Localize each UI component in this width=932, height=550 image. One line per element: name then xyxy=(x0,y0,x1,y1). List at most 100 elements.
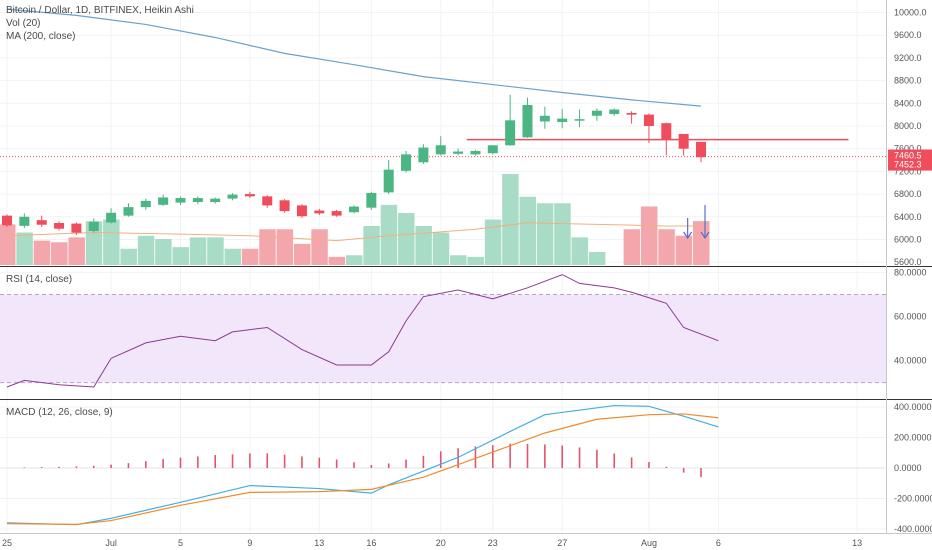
candle-body xyxy=(349,206,359,213)
volume-bar xyxy=(519,196,536,265)
price-axes: 10000.0 9600.0 9200.0 8800.0 8400.0 8000.0 760… xyxy=(2,8,932,548)
volume-bar xyxy=(658,229,675,265)
volume-bar xyxy=(623,229,641,265)
time-tick-label: 9 xyxy=(247,538,252,548)
macd-series xyxy=(0,404,886,526)
volume-bar xyxy=(224,248,242,265)
volume-bar xyxy=(588,252,606,265)
volume-bar xyxy=(103,219,120,265)
price-tick-label: 8800.0 xyxy=(894,76,922,86)
price-tick-label: 5600.0 xyxy=(894,257,922,267)
candle-body xyxy=(591,110,602,116)
candle-body xyxy=(626,112,637,115)
candle-body xyxy=(210,198,221,203)
candle-body xyxy=(401,154,412,171)
price-tick-label: 10000.0 xyxy=(894,8,927,18)
volume-bar xyxy=(380,204,398,265)
candle-body xyxy=(505,120,516,146)
volume-bar xyxy=(640,206,658,265)
macd-line xyxy=(6,404,719,526)
price-tick-label: 7600.0 xyxy=(894,144,922,154)
time-tick-label: 27 xyxy=(557,538,567,548)
volume-bar xyxy=(68,237,85,265)
volume-bar xyxy=(571,237,589,265)
chart-title: Bitcoin / Dollar, 1D, BITFINEX, Heikin A… xyxy=(6,5,194,16)
candle-body xyxy=(366,192,377,208)
volume-bar xyxy=(51,242,68,265)
candle-body xyxy=(262,196,273,206)
volume-bar xyxy=(16,232,33,265)
candle-body xyxy=(435,145,446,155)
candle-body xyxy=(140,200,151,208)
volume-bar xyxy=(502,174,519,265)
volume-bar xyxy=(172,247,189,265)
volume-bar xyxy=(311,229,328,265)
price-tag-label: 7460.5 xyxy=(894,150,922,160)
candle-body xyxy=(123,207,134,216)
volume-bar xyxy=(450,255,467,265)
price-tick-label: 6400.0 xyxy=(894,212,922,222)
volume-bar xyxy=(484,219,502,265)
rsi-tick-label: 80.0000 xyxy=(894,267,927,277)
rsi-legend: RSI (14, close) xyxy=(6,274,73,285)
price-tick-label: 8000.0 xyxy=(894,121,922,131)
volume-bar xyxy=(467,256,484,265)
candle-body xyxy=(175,198,186,203)
rsi-legend-box: RSI (14, close) xyxy=(6,273,72,286)
candle-body xyxy=(522,104,533,138)
macd-tick-label: 400.0000 xyxy=(894,402,932,412)
time-tick-label: 25 xyxy=(2,538,12,548)
macd-signal-line xyxy=(6,413,719,525)
macd-legend: MACD (12, 26, close, 9) xyxy=(6,407,113,418)
vol-legend: Vol (20) xyxy=(6,18,41,29)
time-tick-label: 13 xyxy=(314,538,324,548)
volume-bar xyxy=(241,248,259,265)
candlestick-series xyxy=(0,8,886,240)
candle-body xyxy=(296,205,307,217)
price-tick-label: 6800.0 xyxy=(894,189,922,199)
time-tick-label: 6 xyxy=(716,538,721,548)
time-tick-label: 23 xyxy=(488,538,498,548)
candle-body xyxy=(661,123,672,140)
macd-legend-box: MACD (12, 26, close, 9) xyxy=(6,406,113,419)
volume-bar xyxy=(328,256,346,265)
volume-bar xyxy=(33,240,51,265)
rsi-band xyxy=(0,294,886,383)
volume-bar xyxy=(415,226,432,265)
time-tick-label: 5 xyxy=(178,538,183,548)
volume-bars xyxy=(0,174,710,265)
candle-body xyxy=(106,212,117,223)
volume-bar xyxy=(276,229,294,265)
volume-ma-line xyxy=(6,222,701,242)
candle-body xyxy=(539,115,550,122)
candle-body xyxy=(557,118,568,123)
price-tick-label: 9200.0 xyxy=(894,53,922,63)
volume-bar xyxy=(120,248,137,265)
macd-tick-label: 200.0000 xyxy=(894,433,932,443)
volume-bar xyxy=(155,239,172,265)
price-tick-label: 8400.0 xyxy=(894,98,922,108)
volume-bar xyxy=(293,243,311,265)
candle-body xyxy=(314,210,325,214)
ma200-line xyxy=(6,8,702,107)
rsi-tick-label: 40.0000 xyxy=(894,356,927,366)
time-tick-label: 20 xyxy=(436,538,446,548)
candle-body xyxy=(88,221,99,231)
volume-bar xyxy=(432,232,450,265)
rsi-series xyxy=(6,274,719,388)
candle-body xyxy=(383,169,394,193)
candle-body xyxy=(331,211,342,216)
volume-bar xyxy=(554,203,571,265)
price-tag-label: 7452.3 xyxy=(894,160,922,170)
volume-bar xyxy=(346,255,363,265)
volume-bar xyxy=(189,237,207,265)
candle-body xyxy=(244,194,255,197)
candle-body xyxy=(487,145,498,154)
candle-body xyxy=(453,151,464,154)
candle-body xyxy=(696,141,706,158)
chart-background xyxy=(0,0,932,534)
time-tick-label: Aug xyxy=(641,538,657,548)
candle-body xyxy=(609,109,620,115)
volume-bar xyxy=(536,203,554,265)
